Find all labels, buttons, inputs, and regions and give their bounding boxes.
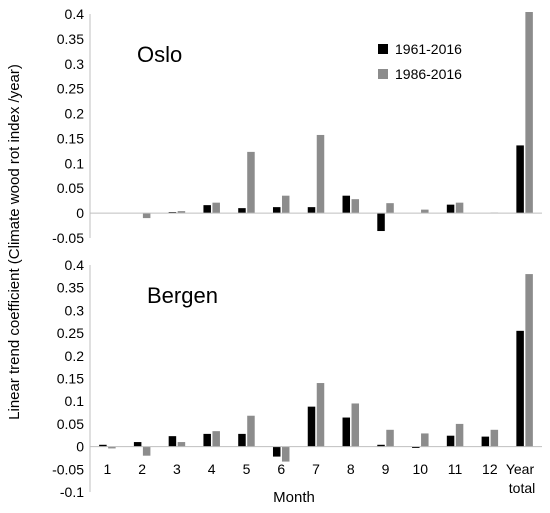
bar-1986-2016-11 <box>455 423 464 447</box>
bar-1961-2016-7 <box>307 406 316 447</box>
y-tick-label: 0.15 <box>57 130 84 146</box>
bar-1961-2016-6 <box>272 446 281 457</box>
bar-1961-2016-4 <box>203 433 211 447</box>
y-tick-label: 0.05 <box>57 416 84 432</box>
bergen-y-ticks: 0.4 0.35 0.3 0.25 0.2 0.15 0.1 0.05 0 -0.05 -0.1 <box>52 257 84 500</box>
bar-1986-2016-7 <box>316 134 325 214</box>
bar-1961-2016-10 <box>412 446 420 448</box>
y-tick-label: 0.05 <box>57 180 84 196</box>
y-tick-label: 0 <box>76 205 84 221</box>
y-tick-label: -0.05 <box>52 230 84 246</box>
bar-1986-2016-12 <box>490 429 499 447</box>
bar-1986-2016-9 <box>386 203 394 214</box>
bar-1961-2016-4 <box>203 205 211 214</box>
bar-1986-2016-11 <box>455 202 464 214</box>
month-label-6: 6 <box>277 461 285 477</box>
y-tick-label: -0.05 <box>52 461 84 477</box>
bergen-panel: Bergen 0.4 0.35 0.3 0.25 0.2 0.15 0.1 0.05 0 -0.0… <box>52 257 542 500</box>
bar-1961-2016-3 <box>168 436 177 447</box>
bar-1986-2016-9 <box>386 429 394 447</box>
y-tick-label: 0 <box>76 439 84 455</box>
bar-1986-2016-6 <box>281 195 290 214</box>
bar-1986-2016-7 <box>316 383 325 447</box>
legend: 1961-2016 1986-2016 <box>378 41 462 82</box>
y-tick-label: 0.3 <box>65 302 85 318</box>
y-tick-label: 0.1 <box>65 155 85 171</box>
y-tick-label: 0.15 <box>57 371 84 387</box>
bar-1961-2016-11 <box>446 435 455 447</box>
legend-swatch-1986-2016 <box>378 69 388 79</box>
month-labels: 1 2 3 4 5 6 7 8 9 10 11 12 <box>103 461 497 477</box>
bar-1986-2016-5 <box>247 415 255 447</box>
bar-1986-2016-3 <box>177 442 186 447</box>
bar-1986-2016-8 <box>351 403 360 447</box>
bar-1961-2016-5 <box>238 208 246 214</box>
bar-1986-2016-2 <box>142 446 151 456</box>
bar-1961-2016-7 <box>307 207 316 214</box>
year-total-label-line1: Year <box>506 461 535 477</box>
oslo-title: Oslo <box>137 42 182 67</box>
bar-1961-2016-12 <box>481 436 490 447</box>
month-label-1: 1 <box>103 461 111 477</box>
month-label-3: 3 <box>173 461 181 477</box>
y-axis-title: Linear trend coefficient (Climate wood r… <box>6 64 23 420</box>
legend-label-1986-2016: 1986-2016 <box>395 66 462 82</box>
y-tick-label: -0.1 <box>60 484 84 500</box>
bar-1986-2016-5 <box>247 151 255 214</box>
y-tick-label: 0.3 <box>65 56 85 72</box>
bar-1986-2016-3 <box>177 211 186 214</box>
bar-1986-2016-10 <box>421 433 429 447</box>
y-tick-label: 0.2 <box>65 348 85 364</box>
bar-1986-2016-year-total <box>525 274 533 447</box>
bergen-bars <box>99 274 533 462</box>
y-tick-label: 0.35 <box>57 31 84 47</box>
bar-1961-2016-6 <box>272 207 281 214</box>
y-tick-label: 0.1 <box>65 393 85 409</box>
month-label-11: 11 <box>448 461 463 477</box>
month-label-9: 9 <box>382 461 390 477</box>
bar-1961-2016-9 <box>377 444 385 447</box>
bar-1961-2016-5 <box>238 433 246 447</box>
y-tick-label: 0.25 <box>57 81 84 97</box>
bar-1961-2016-year-total <box>516 145 524 214</box>
oslo-y-ticks: 0.4 0.35 0.3 0.25 0.2 0.15 0.1 0.05 0 -0.05 <box>52 6 84 246</box>
bar-1961-2016-1 <box>99 444 107 447</box>
y-tick-label: 0.4 <box>65 257 85 273</box>
bar-1961-2016-9 <box>377 213 385 232</box>
y-tick-label: 0.35 <box>57 280 84 296</box>
y-tick-label: 0.4 <box>65 6 85 22</box>
month-label-8: 8 <box>347 461 355 477</box>
oslo-panel: Oslo 0.40.350.30.250.20.150.10.050-0.05 … <box>52 6 542 246</box>
bar-1961-2016-11 <box>446 204 455 214</box>
bar-1986-2016-1 <box>108 446 116 449</box>
bar-1986-2016-4 <box>212 431 220 447</box>
bar-1961-2016-year-total <box>516 330 524 447</box>
legend-label-1961-2016: 1961-2016 <box>395 41 462 57</box>
y-tick-label: 0.25 <box>57 325 84 341</box>
y-tick-label: 0.2 <box>65 106 85 122</box>
month-label-2: 2 <box>138 461 146 477</box>
oslo-bars <box>99 12 533 232</box>
bar-1961-2016-2 <box>133 442 142 447</box>
bar-1986-2016-6 <box>281 446 290 462</box>
x-axis-title: Month <box>273 489 315 506</box>
bar-1986-2016-10 <box>421 209 429 214</box>
bar-1986-2016-year-total <box>525 12 533 214</box>
month-label-12: 12 <box>482 461 498 477</box>
month-label-10: 10 <box>413 461 429 477</box>
month-label-5: 5 <box>243 461 251 477</box>
month-label-7: 7 <box>312 461 320 477</box>
month-label-4: 4 <box>208 461 216 477</box>
bar-1986-2016-8 <box>351 199 360 214</box>
legend-swatch-1961-2016 <box>378 44 388 54</box>
bar-1961-2016-8 <box>342 417 351 447</box>
year-total-label-line2: total <box>509 480 535 496</box>
bar-1986-2016-2 <box>142 213 151 219</box>
bar-1961-2016-8 <box>342 195 351 214</box>
bergen-title: Bergen <box>147 283 218 308</box>
bar-1986-2016-4 <box>212 202 220 214</box>
